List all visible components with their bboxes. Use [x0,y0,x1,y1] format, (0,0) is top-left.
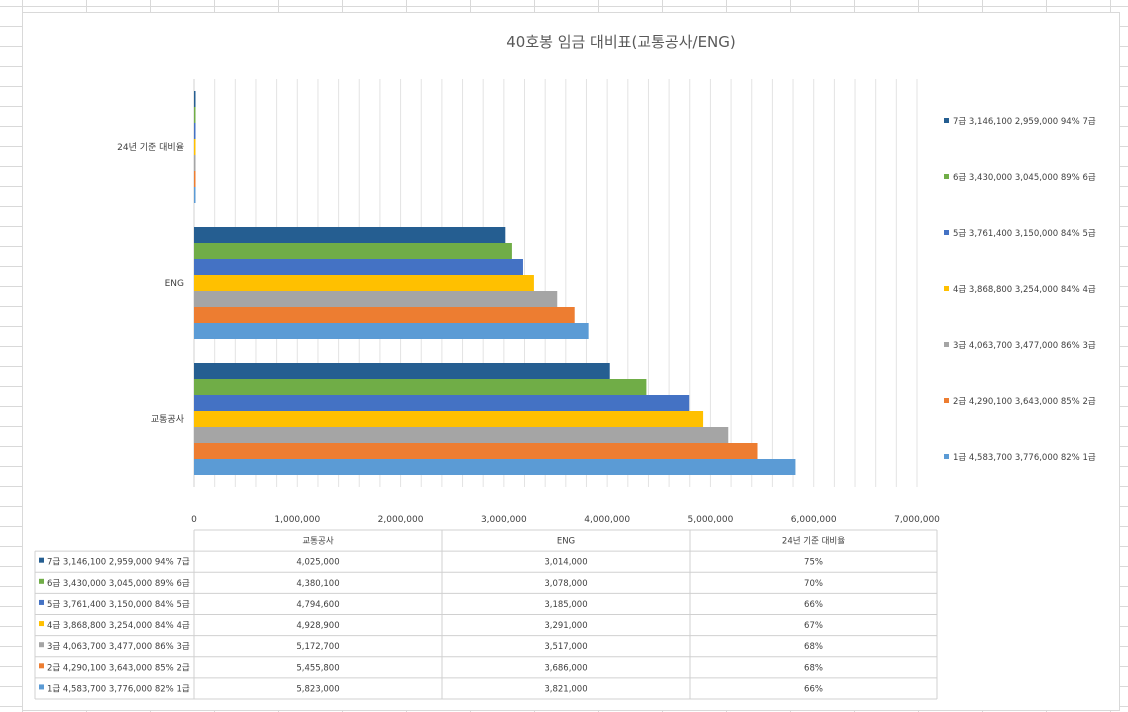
bar [194,123,196,139]
bar [194,155,196,171]
legend-label: 7급 3,146,100 2,959,000 94% 7급 [953,117,1096,127]
table-cell: 4,380,100 [296,579,339,589]
x-tick-label: 0 [191,515,197,525]
table-cell: 68% [804,642,823,652]
chart-title: 40호봉 임금 대비표(교통공사/ENG) [506,33,736,51]
table-cell: 5,823,000 [296,684,339,694]
table-row-label: 5급 3,761,400 3,150,000 84% 5급 [47,600,190,610]
table-row-label: 7급 3,146,100 2,959,000 94% 7급 [47,558,190,568]
legend-swatch [944,454,949,459]
table-cell: 3,014,000 [544,558,587,568]
bar [194,291,558,307]
bar [194,243,512,259]
category-label: 교통공사 [151,414,185,425]
x-tick-labels: 0 1,000,000 2,000,000 3,000,000 4,000,000 5,0… [191,515,940,525]
table-cell: 3,517,000 [544,642,587,652]
bar [194,107,196,123]
x-tick-label: 2,000,000 [378,515,424,525]
table-row-swatch [39,557,44,563]
table-cell: 75% [804,558,823,568]
legend-swatch [944,230,949,235]
bars [194,91,796,475]
bar [194,363,610,379]
table-cell: 5,172,700 [296,642,339,652]
chart-area[interactable]: 40호봉 임금 대비표(교통공사/ENG) 교통공사 ENG 24년 기준 대비율 … [22,12,1120,711]
table-cell: 66% [804,684,823,694]
x-tick-label: 3,000,000 [481,515,527,525]
table-cell: 67% [804,621,823,631]
legend-swatch [944,342,949,347]
legend-label: 1급 4,583,700 3,776,000 82% 1급 [953,453,1096,463]
table-cell: 4,025,000 [296,558,339,568]
table-cell: 68% [804,663,823,673]
table-row-label: 1급 4,583,700 3,776,000 82% 1급 [47,684,190,694]
category-labels: 교통공사 ENG 24년 기준 대비율 [117,142,185,425]
bar [194,459,796,475]
x-tick-label: 7,000,000 [894,515,940,525]
table-row-label: 4급 3,868,800 3,254,000 84% 4급 [47,621,190,631]
data-table: 교통공사 ENG 24년 기준 대비율 7급 3,146,100 2,959,000 … [34,529,938,700]
table-row-label: 6급 3,430,000 3,045,000 89% 6급 [47,579,190,589]
table-cell: 3,291,000 [544,621,587,631]
table-cell: 66% [804,600,823,610]
bar [194,187,196,203]
table-cell: 3,821,000 [544,684,587,694]
legend-label: 2급 4,290,100 3,643,000 85% 2급 [953,397,1096,407]
table-row-swatch [39,599,44,605]
bar [194,427,729,443]
legend-label: 4급 3,868,800 3,254,000 84% 4급 [953,285,1096,295]
table-cell: 3,078,000 [544,579,587,589]
bar [194,171,196,187]
table-row-swatch [39,578,44,584]
bar [194,395,690,411]
bar [194,227,506,243]
bar [194,379,647,395]
category-label: ENG [165,279,184,289]
table-header: ENG [557,537,575,547]
table-cell: 3,185,000 [544,600,587,610]
table-cell: 70% [804,579,823,589]
table-cell: 4,794,600 [296,600,339,610]
legend-label: 3급 4,063,700 3,477,000 86% 3급 [953,341,1096,351]
bar [194,139,196,155]
bar [194,275,534,291]
table-row-swatch [39,642,44,648]
bar [194,259,523,275]
table-row-swatch [39,684,44,690]
bar [194,323,589,339]
legend-swatch [944,398,949,403]
legend: 7급 3,146,100 2,959,000 94% 7급 6급 3,430,00… [944,117,1096,463]
table-row-label: 2급 4,290,100 3,643,000 85% 2급 [47,663,190,673]
bar [194,411,704,427]
table-row-swatch [39,621,44,627]
x-tick-label: 4,000,000 [584,515,630,525]
x-tick-label: 6,000,000 [791,515,837,525]
legend-label: 6급 3,430,000 3,045,000 89% 6급 [953,173,1096,183]
table-row-swatch [39,663,44,669]
table-cell: 4,928,900 [296,621,339,631]
bar [194,91,196,107]
legend-label: 5급 3,761,400 3,150,000 84% 5급 [953,229,1096,239]
bar [194,307,575,323]
table-row-label: 3급 4,063,700 3,477,000 86% 3급 [47,642,190,652]
table-cell: 5,455,800 [296,663,339,673]
table-header: 교통공사 [302,537,333,547]
x-tick-label: 5,000,000 [688,515,734,525]
table-cell: 3,686,000 [544,663,587,673]
table-header: 24년 기준 대비율 [782,536,845,547]
legend-swatch [944,174,949,179]
category-label: 24년 기준 대비율 [117,142,184,153]
bar [194,443,758,459]
legend-swatch [944,118,949,123]
legend-swatch [944,286,949,291]
x-tick-label: 1,000,000 [274,515,320,525]
